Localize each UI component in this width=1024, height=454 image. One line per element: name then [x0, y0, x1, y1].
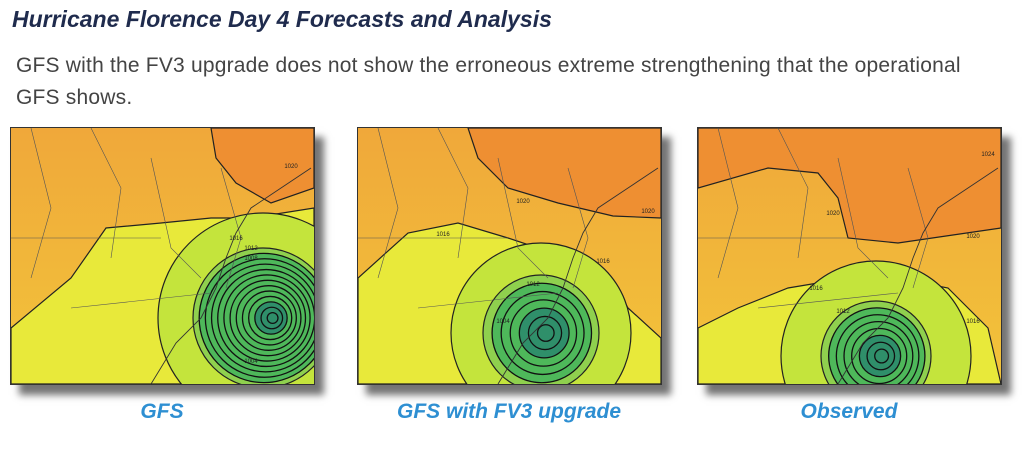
- contour-label: 1012: [526, 282, 540, 288]
- contour-label: 1016: [436, 232, 450, 238]
- state-border: [907, 167, 929, 289]
- state-border: [837, 157, 889, 279]
- isobar: [874, 348, 890, 364]
- contour-label: 1020: [516, 199, 530, 205]
- map: 1024 1020 1020 1016 1016 1012: [698, 128, 1001, 384]
- contour-label: 1024: [981, 152, 995, 158]
- map-panel: 1024 1020 1020 1016 1016 1012: [697, 127, 1002, 385]
- state-border: [777, 128, 809, 259]
- contour-label: 1012: [244, 246, 258, 252]
- state-border: [377, 128, 399, 279]
- coastline: [837, 167, 999, 384]
- slide-subtitle: GFS with the FV3 upgrade does not show t…: [16, 54, 961, 109]
- state-border: [497, 157, 549, 279]
- contour-label: 1016: [229, 236, 243, 242]
- contour-label: 1008: [244, 256, 258, 262]
- contour-label: 1016: [809, 286, 823, 292]
- contour-label: 1020: [641, 209, 655, 215]
- map: 1020 1020 1016 1016 1012 1004: [358, 128, 661, 384]
- contour-label: 1004: [496, 319, 510, 325]
- high-pressure-area: [467, 128, 661, 219]
- panel-caption: Observed: [800, 400, 898, 423]
- state-border: [437, 128, 469, 259]
- map-panel: 1020 1016 1012 1008 1004: [10, 127, 315, 385]
- map-panel: 1020 1020 1016 1016 1012 1004: [357, 127, 662, 385]
- contour-label: 1016: [596, 259, 610, 265]
- contour-label: 1004: [244, 359, 258, 365]
- contour-label: 1020: [284, 164, 298, 170]
- state-border: [90, 128, 122, 259]
- high-pressure-area: [210, 128, 314, 204]
- isobar: [536, 324, 555, 342]
- high-pressure-area: [698, 128, 1001, 244]
- isobar: [266, 311, 279, 325]
- contour-label: 1012: [836, 309, 850, 315]
- panel-caption: GFS with FV3 upgrade: [396, 400, 622, 423]
- state-border: [70, 292, 212, 309]
- contour-label: 1020: [826, 211, 840, 217]
- state-border: [757, 292, 899, 309]
- coastline: [150, 167, 312, 384]
- state-border: [150, 157, 202, 279]
- state-border: [567, 167, 589, 289]
- coastline: [497, 167, 659, 384]
- contour-label: 1020: [966, 234, 980, 240]
- state-border: [417, 292, 559, 309]
- state-border: [30, 128, 52, 279]
- state-border: [220, 167, 242, 289]
- state-border: [717, 128, 739, 279]
- contour-label: 1016: [966, 319, 980, 325]
- slide-title: Hurricane Florence Day 4 Forecasts and A…: [12, 6, 552, 32]
- panel-caption: GFS: [140, 400, 184, 423]
